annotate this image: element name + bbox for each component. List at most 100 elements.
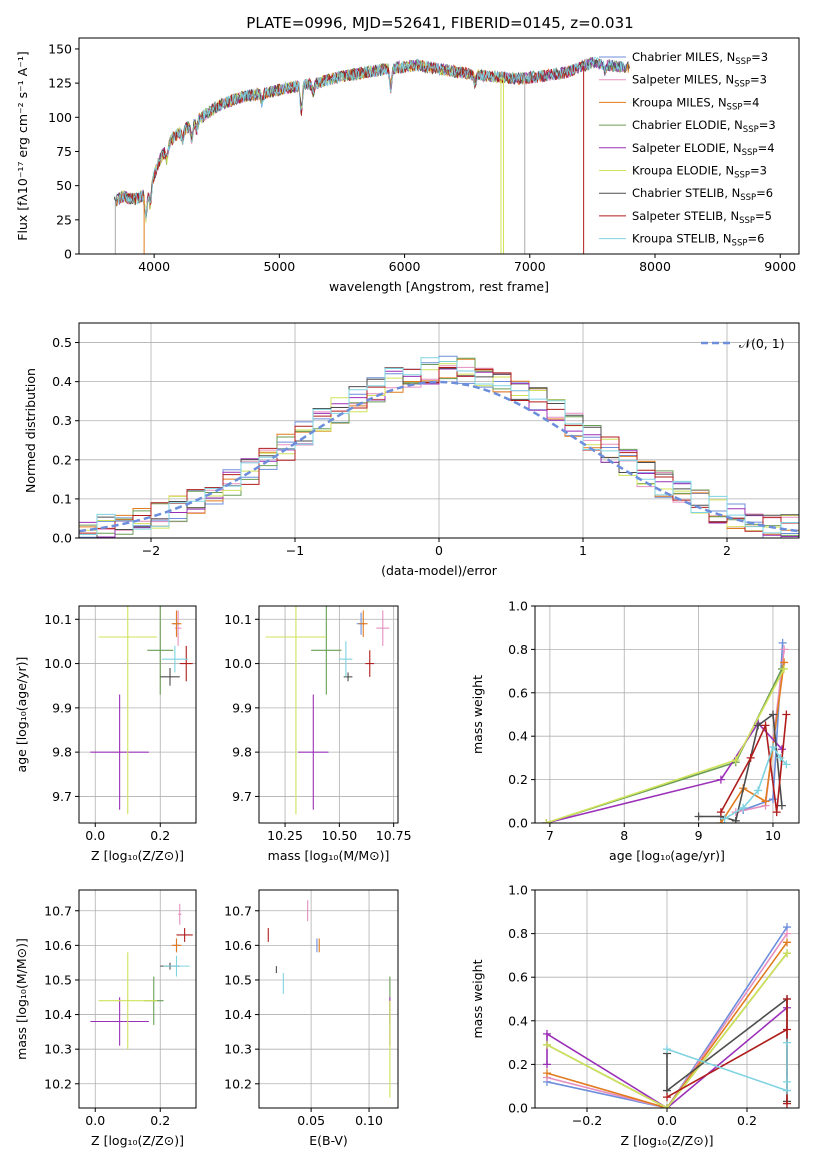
y-axis-label: mass weight <box>470 675 485 754</box>
legend-count: =3 <box>759 118 776 132</box>
weight-marker <box>783 1038 791 1047</box>
y-axis-label: age [log₁₀(age/yr)] <box>14 657 29 773</box>
weight-marker <box>783 1099 791 1108</box>
weight-line-chabrier-elodie <box>545 668 783 823</box>
y-tick-label: 10.1 <box>44 612 72 627</box>
weight-line-kroupa-elodie <box>546 952 788 1108</box>
x-tick-label: 9000 <box>764 259 796 274</box>
frame-spectrum: 4000 5000 6000 7000 8000 9000 0 25 50 75 100 125 150… <box>15 37 800 294</box>
frame-residuals: −2 −1 0 1 2 0.0 0.1 0.2 0.3 0.4 0.5 (data-model)/er… <box>23 322 800 578</box>
errorbar-point-kroupa-miles <box>171 938 182 953</box>
plot-area-residuals <box>79 355 799 538</box>
weight-marker <box>543 1040 551 1049</box>
errorbar-point-salpeter-stelib <box>176 928 193 942</box>
plot-area-spectrum <box>113 56 631 254</box>
y-tick-label: 10.6 <box>44 938 72 953</box>
legend-label: Salpeter ELODIE, NSSP=4 <box>632 141 775 158</box>
frame-weight-vs-age: 7 8 9 10 0.0 0.2 0.4 0.6 0.8 1.0 age [log₁₀(age/yr… <box>470 599 800 863</box>
frame-mass-vs-ebv: 0.05 0.10 10.2 10.3 10.4 10.5 10.6 10.7 E(B-V) <box>224 889 399 1148</box>
x-axis-label: Z [log₁₀(Z/Z⊙)] <box>91 848 184 863</box>
axes-residuals: −2 −1 0 1 2 0.0 0.1 0.2 0.3 0.4 0.5 (data-model)/er… <box>23 322 800 578</box>
weight-line-kroupa-miles <box>546 941 788 1108</box>
y-tick-label: 0.0 <box>508 1101 528 1116</box>
x-tick-label: 0.0 <box>85 1113 105 1128</box>
axes-mass-vs-Z: 0.0 0.2 10.2 10.3 10.4 10.5 10.6 10.7 Z [log₁₀(Z… <box>14 889 197 1148</box>
errorbar-point-kroupa-elodie <box>98 952 157 1050</box>
weight-marker <box>783 1086 791 1095</box>
weight-marker <box>663 1104 671 1108</box>
errorbar-point-kroupa-elodie <box>265 606 327 815</box>
spectrum-legend: Chabrier MILES, NSSP=3 Salpeter MILES, NS… <box>599 50 776 249</box>
x-tick-label: 8000 <box>639 259 671 274</box>
weight-line-kroupa-stelib <box>724 745 787 820</box>
x-tick-label: 10.75 <box>376 828 412 843</box>
legend-count: =5 <box>755 209 772 223</box>
plot-area-mass-vs-Z <box>90 903 193 1050</box>
y-tick-label: 9.8 <box>52 745 72 760</box>
weight-marker <box>768 743 777 752</box>
x-tick-label: −0.2 <box>572 1113 602 1128</box>
y-tick-label: 9.7 <box>52 789 72 804</box>
weight-marker <box>782 710 791 719</box>
x-tick-label: 0.2 <box>150 828 170 843</box>
x-tick-label: 10 <box>765 828 781 843</box>
legend-count: =3 <box>750 164 767 178</box>
y-axis-label: Flux [fλ10⁻¹⁷ erg cm⁻² s⁻¹ A⁻¹] <box>15 51 30 240</box>
legend-count: =3 <box>750 73 767 87</box>
legend-subscript: SSP <box>732 239 748 249</box>
x-tick-label: 0.0 <box>657 1113 677 1128</box>
errorbar-point-kroupa-elodie <box>98 606 157 815</box>
weight-marker <box>768 710 777 719</box>
errorbar-point-kroupa-stelib <box>339 641 353 677</box>
weight-marker <box>761 721 770 730</box>
weight-marker <box>754 786 763 795</box>
legend-count: =4 <box>742 95 759 109</box>
y-axis-label: mass [log₁₀(M/M⊙)] <box>14 938 29 1060</box>
weight-marker <box>663 1045 671 1054</box>
axes-spectrum: 4000 5000 6000 7000 8000 9000 0 25 50 75 100 125 150… <box>15 37 800 294</box>
y-tick-label: 10.2 <box>44 1076 72 1091</box>
legend-count: =3 <box>751 50 768 64</box>
x-tick-label: 0.2 <box>737 1113 757 1128</box>
legend-label: Salpeter MILES, NSSP=3 <box>632 73 767 90</box>
weight-line-kroupa-elodie <box>545 668 785 823</box>
weight-marker <box>761 797 770 806</box>
x-tick-label: 5000 <box>263 259 295 274</box>
legend-subscript: SSP <box>735 57 751 67</box>
weight-line-salpeter-stelib <box>666 999 788 1104</box>
y-tick-label: 10.0 <box>224 656 252 671</box>
y-tick-label: 75 <box>56 144 72 159</box>
y-tick-label: 9.8 <box>232 745 252 760</box>
y-tick-label: 10.3 <box>224 1042 252 1057</box>
x-tick-label: 4000 <box>138 259 170 274</box>
legend-label: Salpeter STELIB, NSSP=5 <box>632 209 772 226</box>
plot-area-weight-vs-age <box>542 638 791 823</box>
y-tick-label: 10.5 <box>224 972 252 987</box>
hist-kroupa-stelib <box>79 357 799 535</box>
weight-marker <box>783 1025 791 1034</box>
spectrum-salpeter-miles <box>116 57 608 223</box>
weight-marker <box>663 1093 671 1102</box>
x-tick-label: 8 <box>620 828 628 843</box>
y-tick-label: 0.8 <box>508 642 528 657</box>
weight-marker <box>543 1060 551 1069</box>
x-tick-label: 6000 <box>389 259 421 274</box>
x-tick-label: 0.05 <box>297 1113 325 1128</box>
x-tick-label: 1 <box>579 543 587 558</box>
y-tick-label: 0.2 <box>52 452 72 467</box>
y-tick-label: 150 <box>48 41 72 56</box>
x-tick-label: 10.50 <box>321 828 357 843</box>
y-tick-label: 10.6 <box>224 938 252 953</box>
y-tick-label: 0.6 <box>508 970 528 985</box>
frame-mass-vs-Z: 0.0 0.2 10.2 10.3 10.4 10.5 10.6 10.7 Z [log₁₀(Z… <box>14 889 197 1148</box>
legend-count: =6 <box>747 232 764 246</box>
errorbar-point-kroupa-miles <box>171 610 182 637</box>
legend-label: Kroupa ELODIE, NSSP=3 <box>632 164 767 181</box>
y-tick-label: 0.4 <box>508 1013 528 1028</box>
frame-age-vs-Z: 0.0 0.2 9.7 9.8 9.9 10.0 10.1 Z [log₁₀(Z/Z⊙)] ag… <box>14 605 197 863</box>
weight-marker <box>731 756 740 765</box>
y-tick-label: 10.7 <box>44 903 72 918</box>
weight-marker <box>783 995 791 1003</box>
weight-marker <box>782 760 791 769</box>
